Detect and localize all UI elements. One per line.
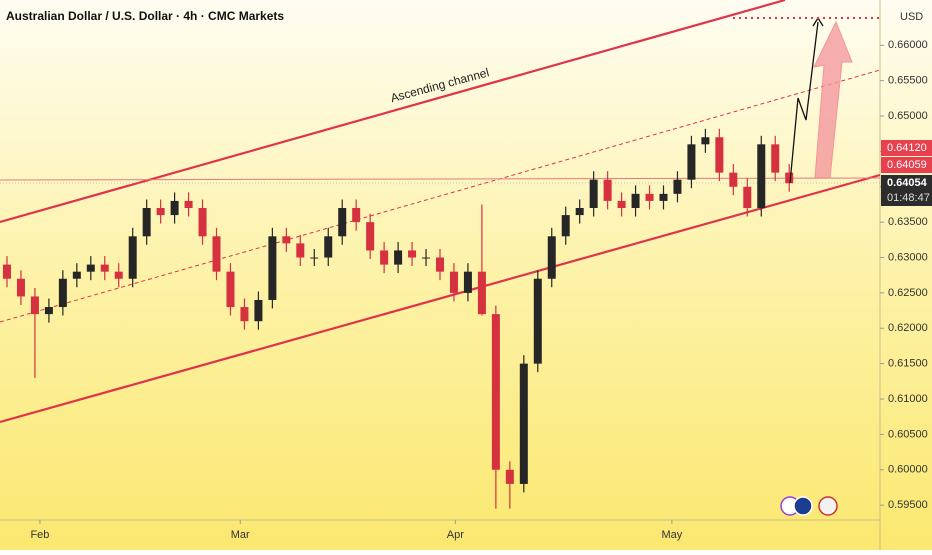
currency-label: USD — [900, 11, 923, 23]
channel-middle — [0, 69, 881, 323]
y-tick-label: 0.63500 — [888, 216, 928, 228]
countdown: 01:48:47 — [887, 192, 930, 204]
x-tick-label: Feb — [30, 529, 49, 541]
us-flag-icon[interactable] — [818, 496, 838, 516]
candle-body — [561, 215, 570, 237]
y-tick-label: 0.61500 — [888, 358, 928, 370]
candle-body — [701, 137, 710, 145]
candle-body — [282, 236, 291, 244]
au-flag-icon[interactable] — [793, 496, 813, 516]
candle-body — [296, 243, 305, 258]
channel-upper — [0, 0, 786, 224]
x-tick-label: Apr — [447, 529, 464, 541]
candle-body — [114, 271, 123, 279]
candle-body — [408, 250, 417, 258]
candle-body — [505, 469, 514, 484]
candle-body — [338, 208, 347, 237]
candle-body — [785, 172, 794, 184]
candle-body — [673, 179, 682, 194]
candle-body — [631, 193, 640, 208]
price-tag: 0.64120 — [887, 142, 927, 154]
candle-body — [170, 200, 179, 216]
chart-title: Australian Dollar / U.S. Dollar · 4h · C… — [6, 9, 284, 23]
price-tag: 0.64059 — [887, 159, 927, 171]
channel-lower — [0, 173, 881, 424]
y-tick-label: 0.59500 — [888, 499, 928, 511]
candle-body — [226, 271, 235, 308]
candle-body — [268, 236, 277, 300]
candle-body — [310, 257, 319, 259]
price-tag-bg — [881, 140, 932, 156]
candle-body — [58, 278, 67, 308]
candle-body — [771, 144, 780, 173]
candle-body — [449, 271, 458, 293]
y-tick-label: 0.63000 — [888, 251, 928, 263]
candle-body — [394, 250, 403, 265]
candle-body — [659, 193, 668, 201]
y-tick-label: 0.65500 — [888, 75, 928, 87]
candle-body — [324, 236, 333, 258]
candle-body — [198, 208, 207, 237]
y-tick-label: 0.60500 — [888, 428, 928, 440]
candle-body — [184, 200, 193, 208]
candle-body — [687, 144, 696, 180]
candle-body — [757, 144, 766, 208]
candle-body — [491, 314, 500, 470]
candle-body — [422, 257, 431, 259]
candle-body — [366, 222, 375, 251]
y-tick-label: 0.62000 — [888, 322, 928, 334]
candle-body — [575, 208, 584, 216]
candle-body — [463, 271, 472, 293]
candle-body — [729, 172, 738, 187]
candle-body — [212, 236, 221, 272]
candle-body — [44, 307, 53, 315]
projection-path — [789, 21, 819, 184]
candle-body — [645, 193, 654, 201]
candle-body — [533, 278, 542, 364]
y-tick-label: 0.66000 — [888, 39, 928, 51]
y-tick-label: 0.65000 — [888, 110, 928, 122]
candle-body — [16, 278, 25, 297]
candle-body — [519, 363, 528, 484]
candle-body — [603, 179, 612, 201]
y-tick-label: 0.61000 — [888, 393, 928, 405]
candle-body — [128, 236, 137, 279]
candle-body — [142, 208, 151, 237]
candle-body — [156, 208, 165, 216]
candle-body — [352, 208, 361, 223]
x-tick-label: May — [661, 529, 682, 541]
candle-body — [589, 179, 598, 208]
x-tick-label: Mar — [231, 529, 250, 541]
projection-big-arrow — [813, 20, 853, 179]
candle-body — [254, 299, 263, 322]
y-tick-label: 0.60000 — [888, 464, 928, 476]
candle-body — [2, 264, 11, 279]
candle-body — [86, 264, 95, 272]
candle-body — [100, 264, 109, 272]
candle-body — [617, 200, 626, 208]
candle-body — [380, 250, 389, 265]
candle-body — [30, 296, 39, 315]
candle-body — [436, 257, 444, 272]
candle-body — [477, 271, 486, 315]
current-price: 0.64054 — [887, 177, 928, 189]
candle-body — [72, 271, 81, 279]
candle-body — [240, 307, 249, 322]
candles — [2, 128, 794, 509]
candle-body — [715, 137, 724, 173]
price-tag-bg — [881, 157, 932, 173]
current-price-bg — [881, 175, 932, 206]
candle-body — [547, 236, 556, 279]
candle-body — [743, 186, 752, 208]
y-tick-label: 0.62500 — [888, 287, 928, 299]
